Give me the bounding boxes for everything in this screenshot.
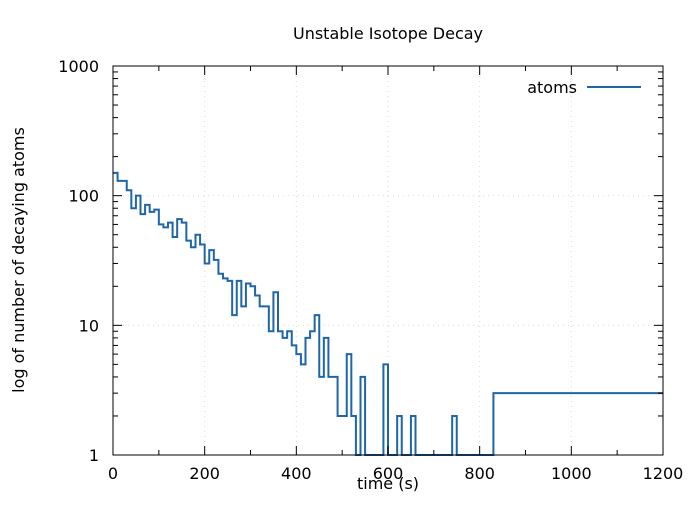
x-tick-label: 1200 (643, 464, 684, 483)
y-tick-label: 100 (68, 187, 99, 206)
legend: atoms (527, 78, 641, 97)
x-tick-label: 800 (464, 464, 495, 483)
x-tick-labels: 0 200 400 600 800 1000 1200 (108, 464, 683, 483)
x-tick-label: 1000 (551, 464, 592, 483)
x-tick-label: 400 (281, 464, 312, 483)
series-layer (113, 171, 663, 456)
y-axis-label: log of number of decaying atoms (9, 127, 28, 393)
y-tick-label: 1000 (58, 57, 99, 76)
y-tick-label: 1 (89, 446, 99, 465)
x-tick-label: 600 (373, 464, 404, 483)
series-line-atoms (113, 171, 663, 456)
x-axis-label: time (s) (357, 474, 419, 493)
tick-marks (112, 65, 664, 456)
x-tick-label: 0 (108, 464, 118, 483)
y-tick-label: 10 (79, 316, 99, 335)
legend-label-atoms: atoms (527, 78, 577, 97)
x-tick-label: 200 (189, 464, 220, 483)
chart-title: Unstable Isotope Decay (293, 24, 483, 43)
grid-lines (113, 66, 663, 455)
y-tick-labels: 1 10 100 1000 (58, 57, 99, 465)
